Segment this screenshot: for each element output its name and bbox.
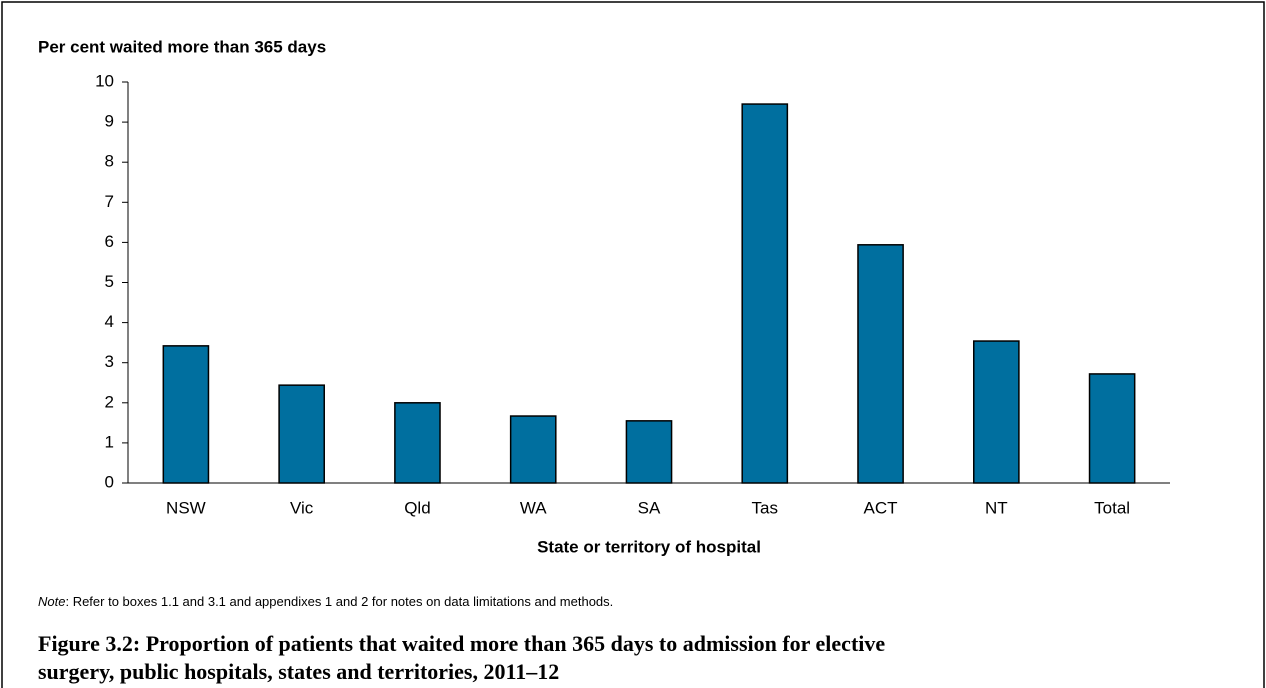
y-tick-label: 6: [105, 232, 114, 251]
bar: [509, 415, 557, 484]
y-tick-label: 2: [105, 392, 114, 411]
y-tick-label: 3: [105, 352, 114, 371]
x-tick-label: Total: [1094, 498, 1130, 517]
note-text: : Refer to boxes 1.1 and 3.1 and appendi…: [65, 594, 614, 609]
bar: [162, 345, 210, 484]
y-tick-label: 10: [95, 71, 114, 90]
y-tick-label: 7: [105, 192, 114, 211]
x-tick-label: SA: [638, 498, 661, 517]
note: Note: Refer to boxes 1.1 and 3.1 and app…: [38, 594, 613, 609]
y-tick-label: 9: [105, 112, 114, 131]
x-tick-label: Vic: [290, 498, 314, 517]
x-tick-label: Qld: [404, 498, 430, 517]
y-axis-title: Per cent waited more than 365 days: [38, 37, 326, 56]
y-tick-label: 1: [105, 432, 114, 451]
bar: [741, 103, 789, 484]
x-tick-label: WA: [520, 498, 547, 517]
bar: [394, 402, 441, 484]
y-tick-label: 5: [105, 272, 114, 291]
x-tick-label: NSW: [166, 498, 206, 517]
y-tick-label: 0: [105, 472, 114, 491]
x-tick-label: NT: [985, 498, 1008, 517]
y-tick-label: 8: [105, 152, 114, 171]
note-label: Note: [38, 594, 66, 609]
bar: [1088, 373, 1136, 484]
caption: Figure 3.2: Proportion of patients that …: [38, 631, 886, 684]
y-tick-label: 4: [105, 312, 114, 331]
bar: [973, 340, 1020, 484]
bar: [625, 420, 673, 484]
x-tick-label: ACT: [864, 498, 898, 517]
bar: [278, 384, 325, 484]
x-tick-label: Tas: [752, 498, 778, 517]
bar: [857, 244, 904, 484]
x-axis-title: State or territory of hospital: [537, 537, 761, 556]
